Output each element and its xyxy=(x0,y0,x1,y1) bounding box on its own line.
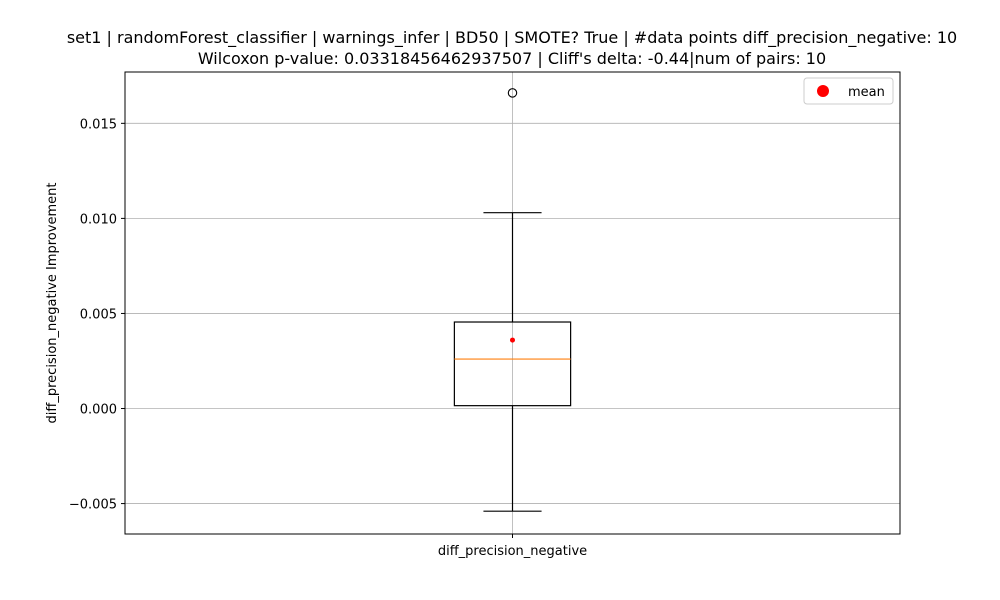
outlier-point xyxy=(507,88,518,98)
chart-title-line-1: set1 | randomForest_classifier | warning… xyxy=(67,28,957,48)
x-tick-label: diff_precision_negative xyxy=(438,544,587,559)
y-tick-label: 0.010 xyxy=(80,212,117,227)
legend-frame xyxy=(803,77,894,105)
chart-title-line-2: Wilcoxon p-value: 0.03318456462937507 | … xyxy=(198,49,826,68)
box-iqr xyxy=(453,321,572,407)
legend-mean-marker xyxy=(817,85,829,97)
y-tick-label: 0.015 xyxy=(80,117,117,132)
axis-layer: −0.005 0.000 0.005 0.010 0.015 diff_precision… xyxy=(69,117,587,559)
y-tick-label: 0.000 xyxy=(80,403,117,418)
y-tick-label: 0.005 xyxy=(80,307,117,322)
legend-mean-label: mean xyxy=(848,85,885,100)
y-axis-label: diff_precision_negative Improvement xyxy=(45,183,60,424)
mean-marker xyxy=(510,337,515,343)
y-tick-label: −0.005 xyxy=(69,498,117,513)
legend: mean xyxy=(803,77,894,105)
plot-layer xyxy=(453,88,572,512)
